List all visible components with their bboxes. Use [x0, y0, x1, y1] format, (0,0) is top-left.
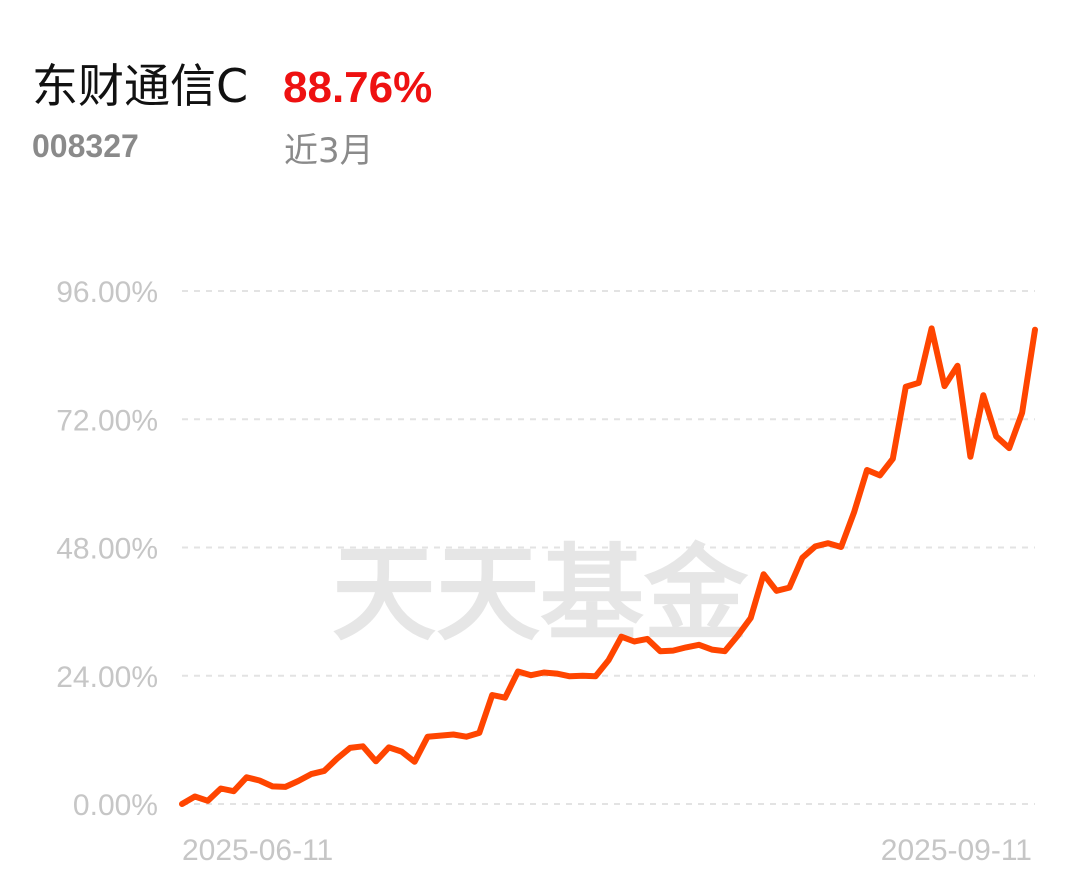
x-axis-tick-labels: 2025-06-11 2025-09-11 [182, 834, 1032, 867]
period-return-value: 88.76% [283, 63, 433, 112]
series-layer [179, 325, 1038, 807]
y-tick-label: 72.00% [56, 404, 158, 437]
x-tick-label: 2025-09-11 [881, 834, 1032, 867]
y-tick-label: 96.00% [56, 276, 158, 309]
x-tick-label: 2025-06-11 [182, 834, 333, 867]
y-tick-label: 0.00% [73, 789, 158, 822]
fund-code: 008327 [32, 128, 139, 164]
y-tick-label: 48.00% [56, 533, 158, 566]
grid-lines [182, 290, 1035, 805]
y-tick-label: 24.00% [56, 661, 158, 694]
y-axis-tick-labels: 0.00% 24.00% 48.00% 72.00% 96.00% [56, 276, 158, 822]
period-label: 近3月 [284, 131, 374, 171]
series-line [179, 325, 1038, 807]
fund-name: 东财通信C [32, 59, 249, 113]
watermark: 天天基金 [332, 532, 749, 655]
